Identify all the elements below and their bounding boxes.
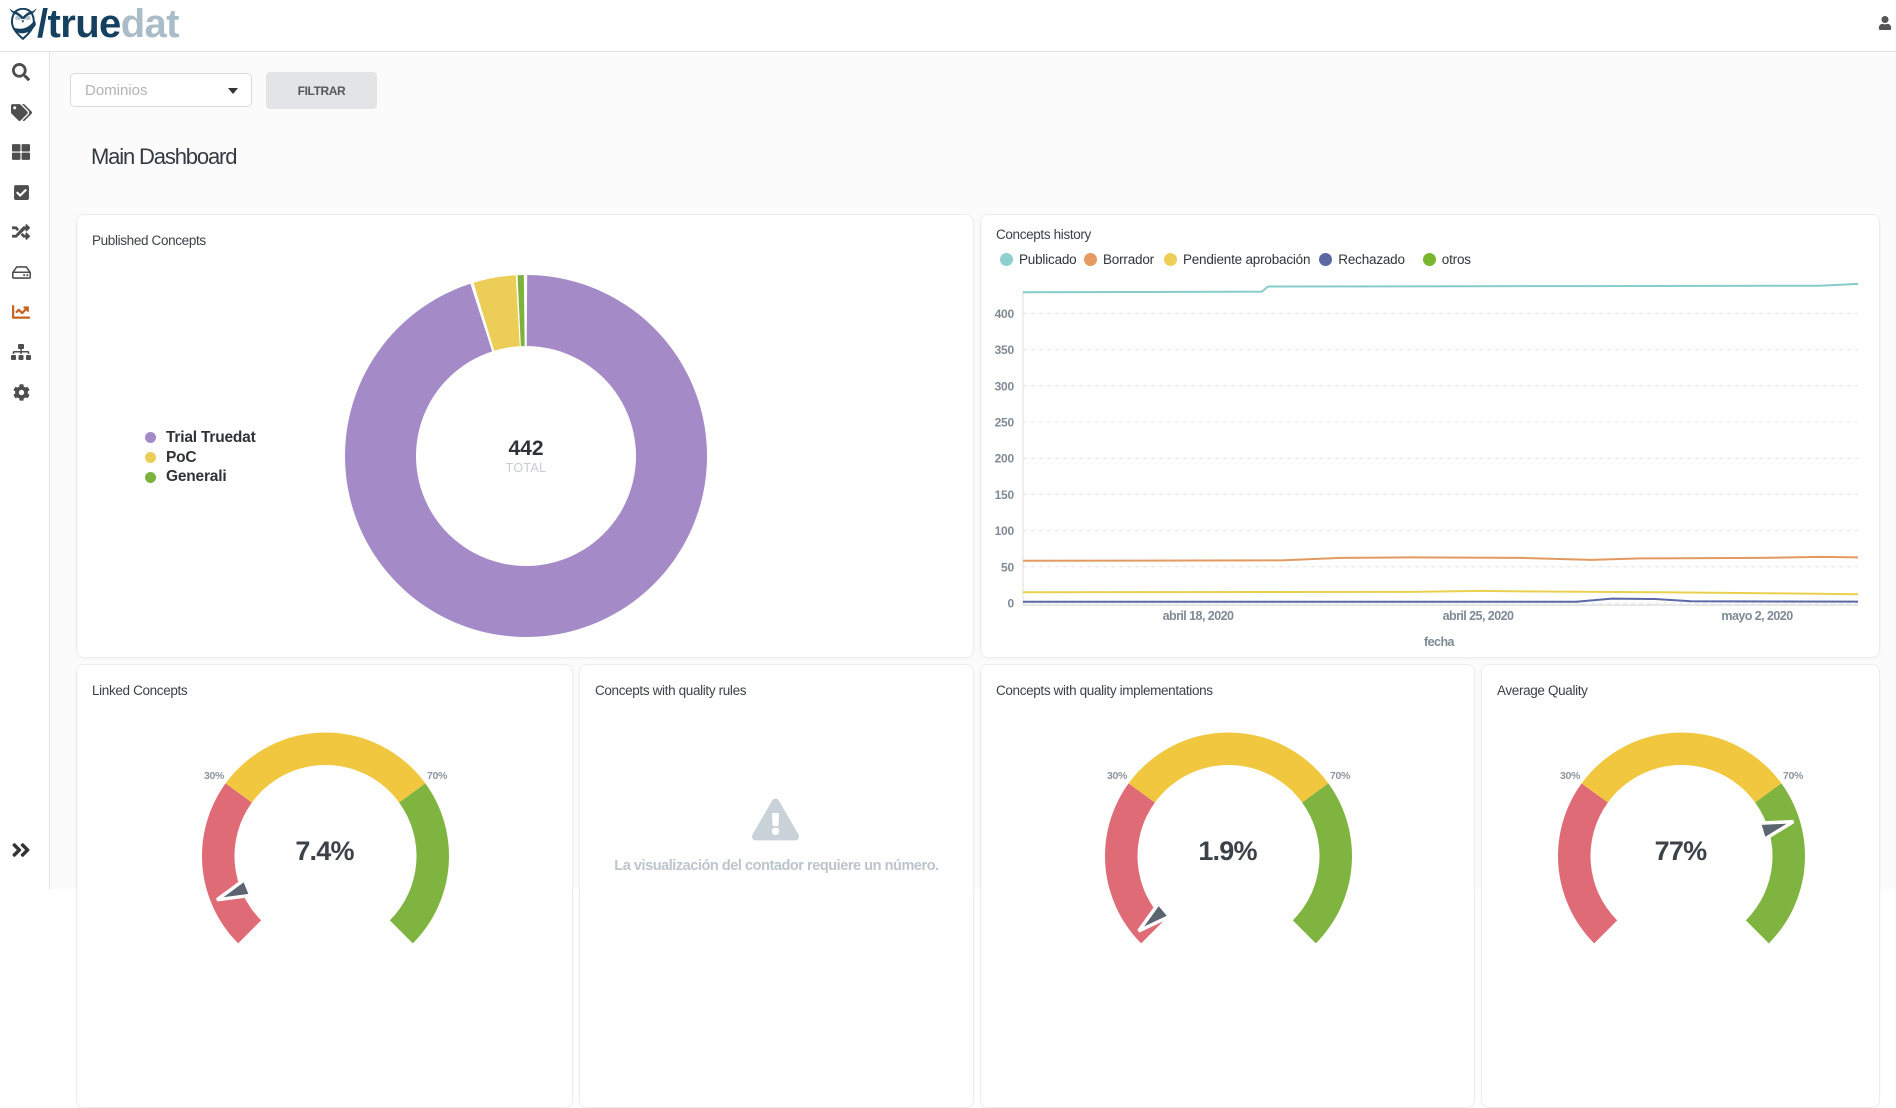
svg-text:350: 350	[995, 343, 1015, 357]
svg-text:150: 150	[995, 488, 1015, 502]
svg-text:mayo 2, 2020: mayo 2, 2020	[1721, 609, 1793, 623]
svg-text:100: 100	[995, 524, 1015, 538]
svg-text:abril 18, 2020: abril 18, 2020	[1163, 609, 1234, 623]
svg-text:fecha: fecha	[1424, 635, 1456, 649]
svg-text:200: 200	[995, 452, 1015, 466]
svg-text:300: 300	[995, 379, 1015, 393]
svg-text:50: 50	[1001, 560, 1014, 574]
svg-text:0: 0	[1008, 597, 1015, 611]
svg-text:250: 250	[995, 416, 1015, 430]
svg-text:abril 25, 2020: abril 25, 2020	[1443, 609, 1514, 623]
svg-text:400: 400	[995, 307, 1015, 321]
